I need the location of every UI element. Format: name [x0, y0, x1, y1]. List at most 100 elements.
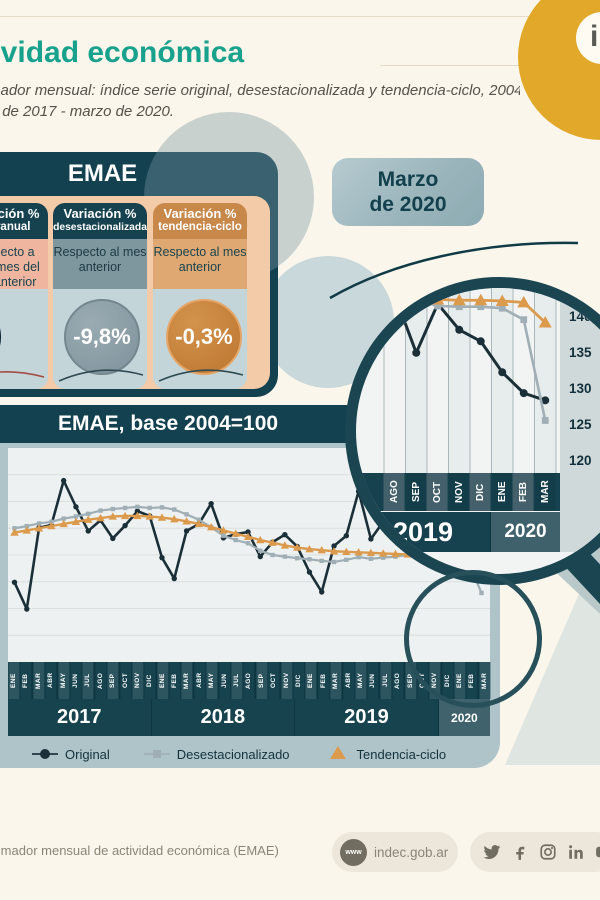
- legend-label: Tendencia-ciclo: [356, 746, 447, 762]
- facebook-icon[interactable]: [511, 843, 529, 861]
- indec-logo-letter: i: [590, 20, 599, 53]
- month-tick: SEP: [255, 662, 268, 699]
- footer-caption-text: Estimador mensual de actividad económica…: [0, 843, 279, 858]
- original-marker-icon: [32, 748, 58, 760]
- month-tick: ABR: [193, 662, 206, 699]
- magnifier-month-tick: OCT: [427, 473, 448, 511]
- legend-item-original: Original: [32, 747, 110, 762]
- axis-spacer: [356, 473, 383, 511]
- magnifier-y-tick: 120: [569, 452, 592, 468]
- magnifier-year-axis: 2019 2020: [356, 512, 560, 552]
- magnifier-y-axis: 140 135 130 125 120: [560, 288, 600, 552]
- magnifier-month-axis: AGO SEP OCT NOV DIC ENE FEB MAR: [356, 473, 560, 511]
- desestacionalizado-marker-icon: [143, 748, 170, 760]
- month-tick: ABR: [342, 662, 354, 699]
- emae-column-interanual: Variación % interanual Respecto a igual …: [0, 203, 48, 389]
- month-tick: JUL: [82, 662, 94, 699]
- website-url[interactable]: indec.gob.ar: [374, 844, 449, 860]
- column-header-line1: Variación %: [0, 206, 40, 221]
- column-header: Variación % tendencia-ciclo: [153, 203, 247, 239]
- month-tick: ENE: [156, 662, 169, 699]
- magnifier-month-tick: SEP: [405, 473, 426, 511]
- page-title: Actividad económica: [0, 36, 245, 69]
- legend-item-desestacionalizado: Desestacionalizado: [143, 746, 290, 762]
- month-tick: JUN: [367, 662, 379, 699]
- month-tick: MAY: [354, 662, 367, 699]
- month-tick: FEB: [169, 662, 181, 699]
- value-circle-area: -9,8%: [53, 289, 147, 389]
- emae-column-tendencia: Variación % tendencia-ciclo Respecto al …: [153, 203, 247, 389]
- decorative-swoosh: [58, 369, 144, 382]
- decorative-swoosh: [0, 371, 45, 378]
- month-tick: JUL: [379, 662, 392, 699]
- magnifier-year-2020: 2020: [491, 512, 560, 552]
- value-circle-desestacionalizada: -9,8%: [64, 299, 140, 375]
- month-tick: JUL: [231, 662, 243, 699]
- magnifier-y-tick: 140: [569, 308, 592, 324]
- year-label: 2017: [8, 699, 151, 736]
- legend-label: Desestacionalizado: [176, 746, 290, 762]
- column-header: Variación % desestacionalizada: [53, 203, 147, 239]
- decorative-line: [380, 65, 540, 66]
- decorative-swoosh: [158, 369, 244, 382]
- period-badge-line2: de 2020: [369, 193, 447, 216]
- magnifier-year-2019: 2019: [356, 512, 490, 552]
- magnifier-month-tick: AGO: [384, 473, 405, 511]
- magnifier-y-tick: 125: [569, 416, 592, 432]
- month-tick: AGO: [243, 662, 255, 699]
- magnifier-month-tick: FEB: [513, 473, 534, 511]
- month-tick: JUN: [69, 662, 82, 699]
- month-tick: FEB: [317, 662, 330, 699]
- month-tick: MAR: [32, 662, 45, 699]
- footer-caption: Estimador mensual de actividad económica…: [0, 843, 330, 863]
- month-tick: DIC: [144, 662, 156, 699]
- column-subtext: Respecto al mes anterior: [153, 239, 247, 289]
- emae-column-desestacionalizada: Variación % desestacionalizada Respecto …: [53, 203, 147, 389]
- month-tick: JUN: [218, 662, 231, 699]
- magnifier-month-tick: NOV: [448, 473, 469, 511]
- month-tick: FEB: [20, 662, 32, 699]
- month-tick: OCT: [268, 662, 280, 699]
- period-badge: Marzo de 2020: [332, 158, 484, 226]
- magnifier-chart-canvas: [359, 288, 557, 473]
- column-header-line2: interanual: [0, 221, 31, 233]
- tendencia-marker-icon: [324, 746, 350, 760]
- column-header: Variación % interanual: [0, 203, 48, 239]
- linkedin-icon[interactable]: [567, 843, 585, 861]
- subtitle: Estimador mensual: índice serie original…: [0, 80, 520, 128]
- month-tick: MAY: [206, 662, 218, 699]
- decorative-line: [0, 16, 600, 17]
- month-tick: ABR: [45, 662, 57, 699]
- year-axis: 2017 2018 2019 2020: [8, 699, 490, 736]
- instagram-icon[interactable]: [539, 843, 557, 861]
- emae-panel: EMAE Variación % interanual Respecto a i…: [0, 112, 314, 397]
- twitter-icon[interactable]: [483, 843, 501, 861]
- small-magnifier-ring: [404, 570, 542, 708]
- month-tick: AGO: [94, 662, 107, 699]
- year-label: 2018: [151, 699, 295, 736]
- month-tick: OCT: [119, 662, 131, 699]
- magnifier-month-tick: DIC: [470, 473, 491, 511]
- chart-legend: Original Desestacionalizado Tendencia-ci…: [32, 742, 446, 766]
- month-tick: ENE: [8, 662, 20, 699]
- column-header-line1: Variación %: [63, 206, 137, 221]
- emae-panel-title: EMAE: [67, 160, 138, 187]
- magnifier-y-tick: 135: [569, 344, 592, 360]
- value-circle-area: -11,5%: [0, 289, 48, 389]
- month-tick: NOV: [280, 662, 292, 699]
- year-label: 2019: [295, 699, 438, 736]
- website-pill[interactable]: www indec.gob.ar: [332, 832, 458, 872]
- column-subtext: Respecto al mes anterior: [53, 239, 147, 289]
- header: Actividad económica: [0, 36, 430, 78]
- youtube-icon[interactable]: [595, 843, 600, 861]
- month-tick: AGO: [392, 662, 404, 699]
- column-subtext: Respecto a igual mes del año anterior: [0, 239, 48, 289]
- month-tick: ENE: [305, 662, 317, 699]
- month-tick: MAY: [57, 662, 69, 699]
- subtitle-line-1: Estimador mensual: índice serie original…: [0, 82, 520, 99]
- month-tick: DIC: [292, 662, 305, 699]
- value-circle-tendencia: -0,3%: [166, 299, 242, 375]
- magnifier-month-tick: ENE: [491, 473, 512, 511]
- magnifier-content: 140 135 130 125 120 AGO SEP OCT NOV DIC ENE FEB MAR…: [356, 288, 600, 552]
